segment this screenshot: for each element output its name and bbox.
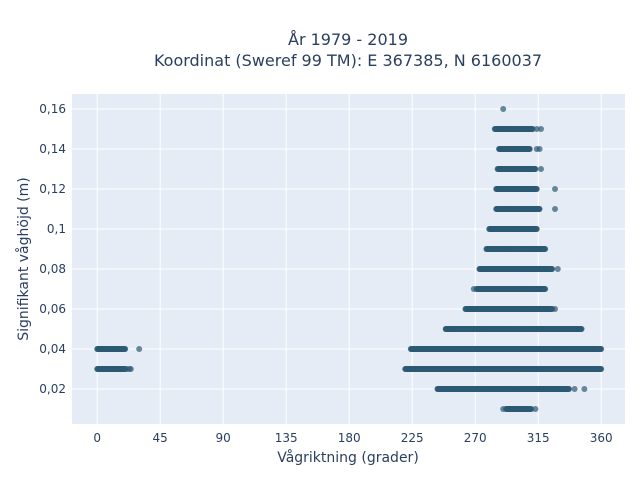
data-point	[538, 166, 544, 172]
x-tick-label: 225	[401, 431, 424, 445]
y-tick-label: 0,02	[39, 382, 66, 396]
y-tick-label: 0,1	[47, 222, 66, 236]
data-point	[552, 306, 558, 312]
data-point	[532, 406, 539, 412]
x-axis-title: Vågriktning (grader)	[277, 449, 419, 466]
y-axis-title: Signifikant våghöjd (m)	[15, 177, 32, 340]
data-point	[500, 406, 507, 412]
data-point	[470, 286, 477, 292]
data-point	[515, 406, 522, 412]
x-tick-label: 0	[93, 431, 101, 445]
x-axis-ticks: 0 45 90 135 180 225 270 315 360	[93, 431, 612, 445]
y-tick-label: 0,14	[39, 142, 66, 156]
data-point	[571, 386, 578, 392]
chart-title-line-2: Koordinat (Sweref 99 TM): E 367385, N 61…	[154, 51, 542, 70]
x-tick-label: 270	[464, 431, 487, 445]
data-point	[581, 386, 588, 392]
x-tick-label: 45	[153, 431, 168, 445]
data-point	[533, 186, 540, 192]
data-point	[533, 226, 540, 232]
data-point	[536, 206, 543, 212]
data-point	[542, 246, 549, 252]
data-point	[529, 126, 536, 132]
plot-area	[72, 94, 625, 424]
data-point	[442, 326, 449, 332]
data-point	[136, 346, 143, 352]
data-point	[500, 106, 507, 112]
data-point	[549, 266, 556, 272]
y-tick-label: 0,16	[39, 102, 66, 116]
x-tick-label: 90	[216, 431, 231, 445]
x-tick-label: 315	[527, 431, 550, 445]
data-point	[554, 266, 561, 272]
data-point	[598, 366, 605, 372]
data-point	[533, 126, 540, 132]
y-tick-label: 0,06	[39, 302, 66, 316]
data-point	[127, 366, 134, 372]
data-point	[538, 126, 544, 132]
data-point	[122, 346, 129, 352]
data-point	[578, 326, 585, 332]
data-point	[528, 406, 535, 412]
data-point	[532, 166, 539, 172]
data-point	[542, 286, 549, 292]
data-point	[552, 186, 558, 192]
data-point	[552, 206, 558, 212]
x-tick-label: 180	[338, 431, 361, 445]
data-point	[566, 386, 572, 392]
data-point	[598, 346, 605, 352]
x-tick-label: 135	[275, 431, 298, 445]
y-axis-ticks: 0,02 0,04 0,06 0,08 0,1 0,12 0,14 0,16	[39, 102, 66, 396]
data-points	[94, 106, 605, 412]
y-tick-label: 0,08	[39, 262, 66, 276]
chart-title-line-1: År 1979 - 2019	[288, 30, 408, 49]
data-point	[526, 146, 533, 152]
y-tick-label: 0,12	[39, 182, 66, 196]
data-point	[533, 146, 540, 152]
x-tick-label: 360	[590, 431, 613, 445]
y-tick-label: 0,04	[39, 342, 66, 356]
